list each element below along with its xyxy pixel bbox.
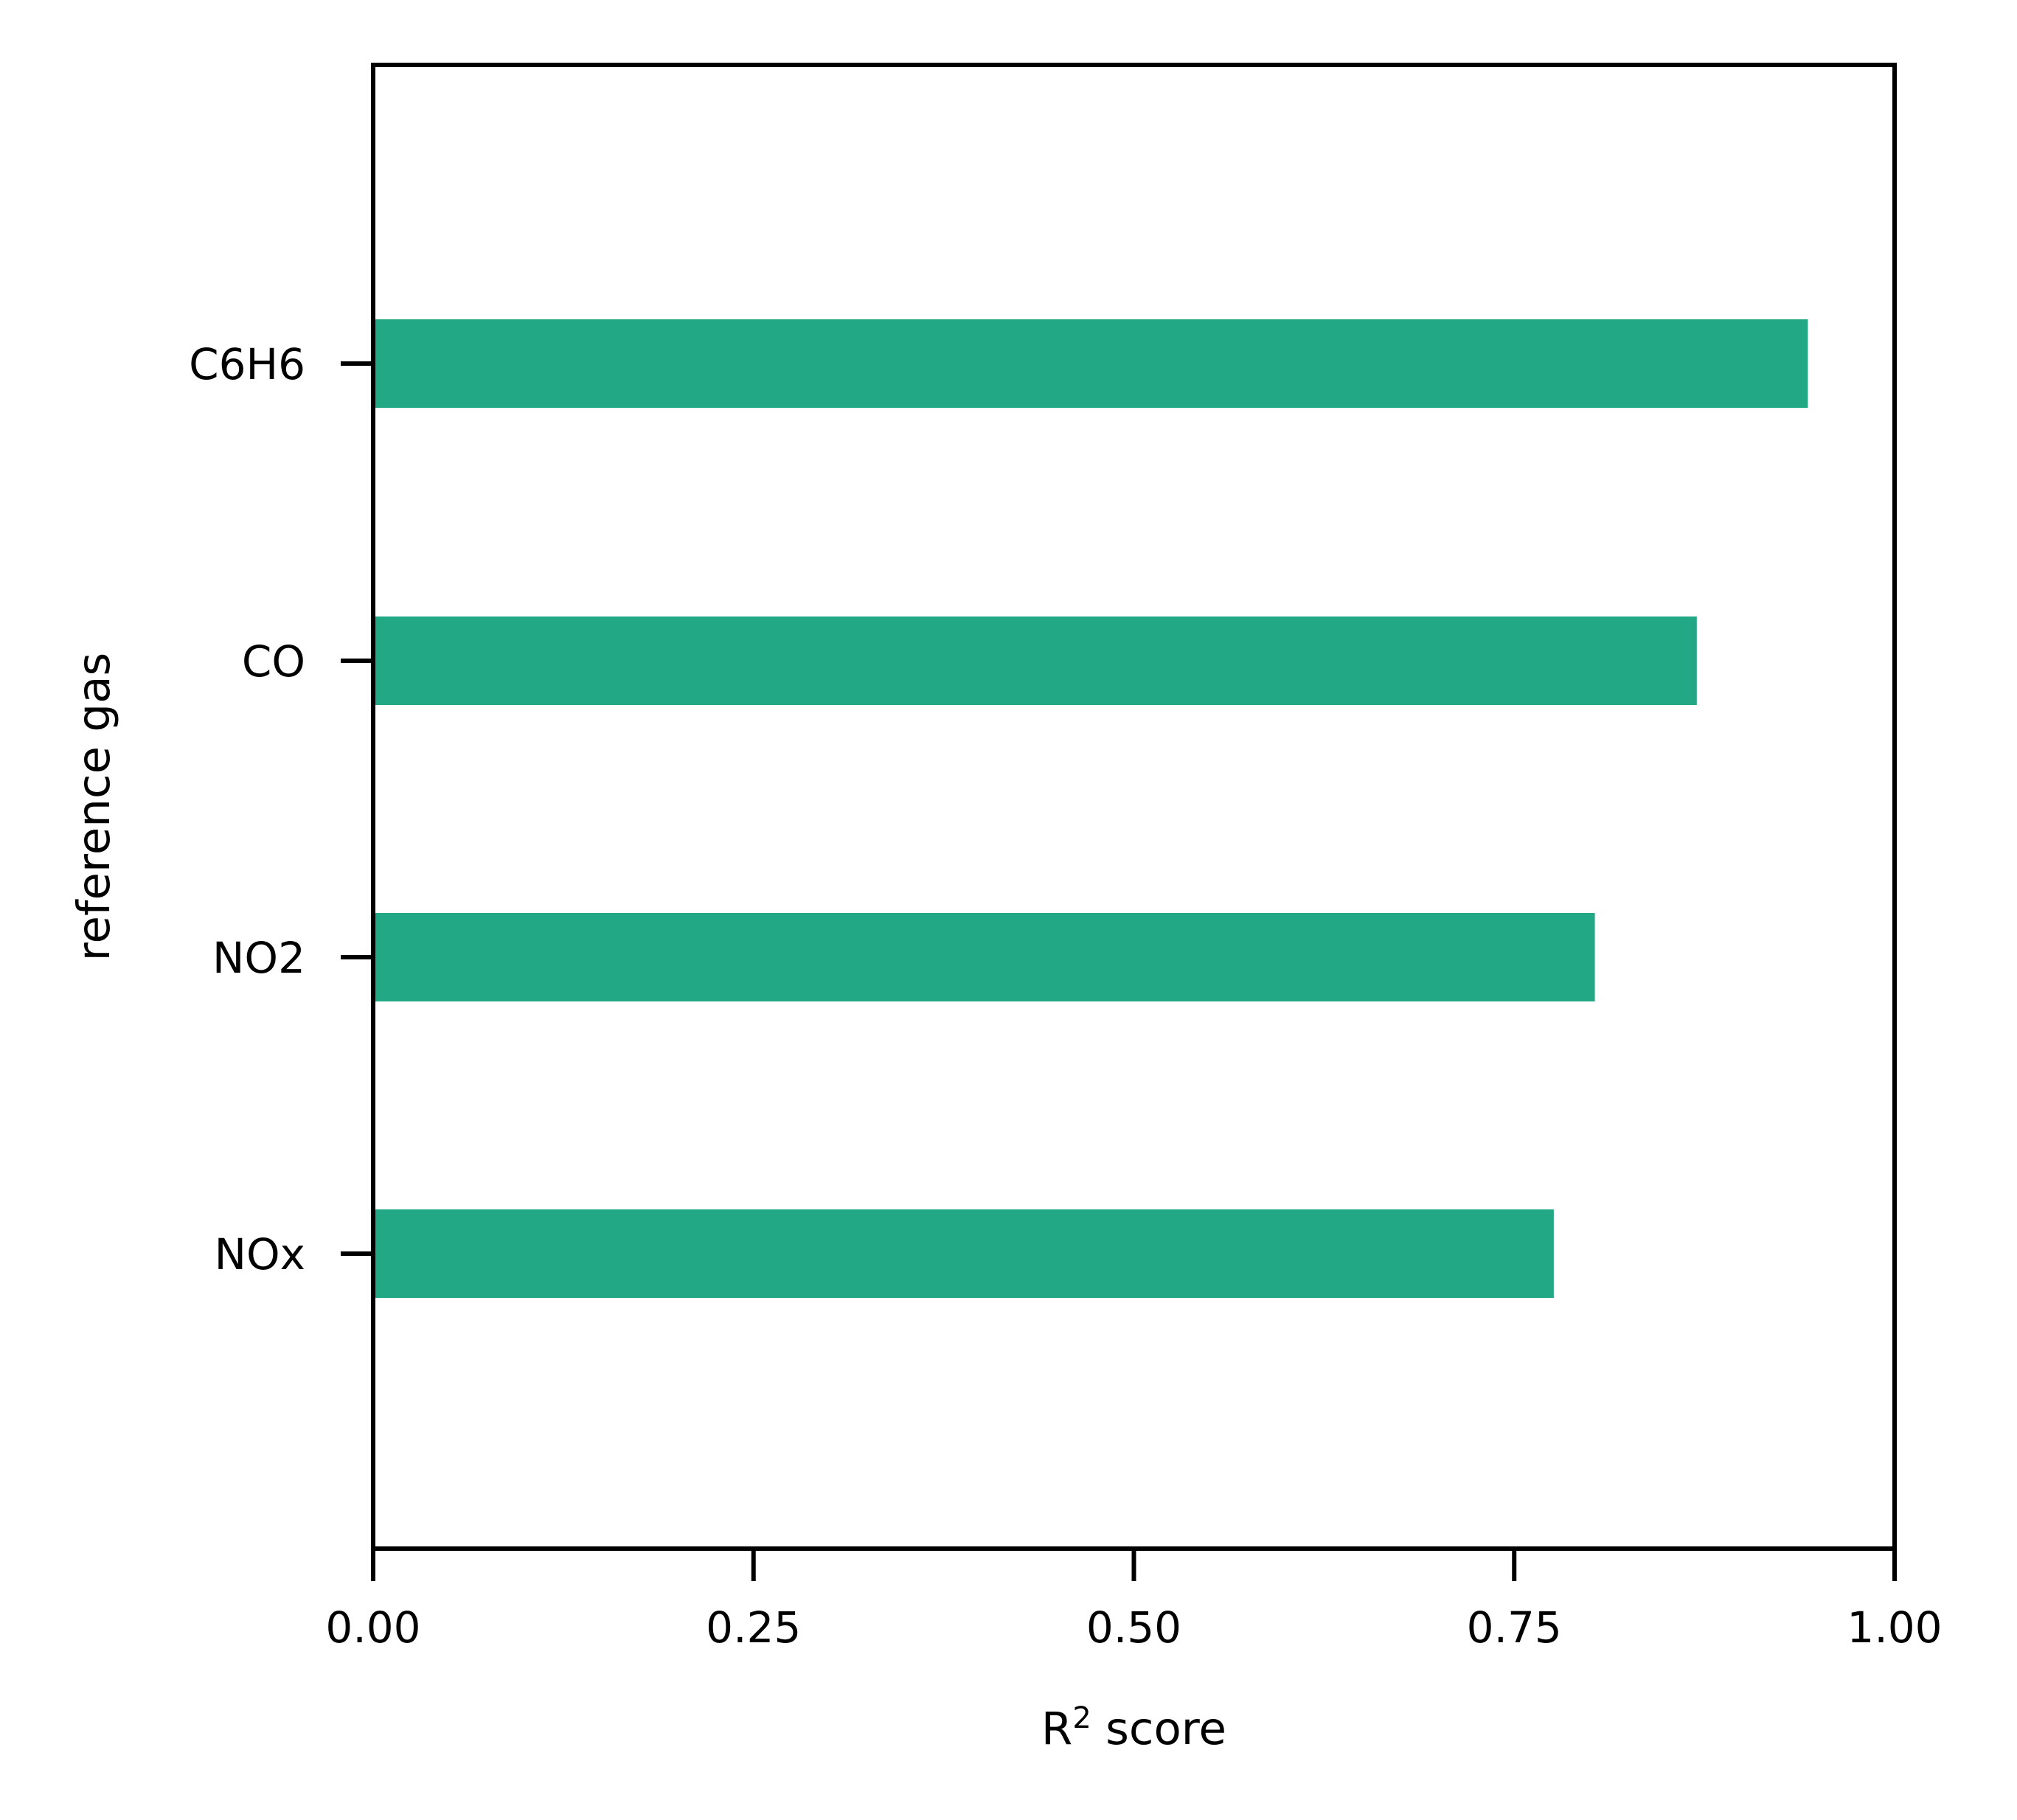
bars-layer — [373, 319, 1808, 1298]
y-tick-label-co: CO — [242, 636, 305, 687]
x-tick-label: 1.00 — [1847, 1602, 1942, 1653]
x-tick-label: 0.50 — [1086, 1602, 1181, 1653]
x-axis-label-superscript: 2 — [1072, 1701, 1091, 1735]
bar-c6h6 — [373, 319, 1808, 408]
x-axis-label-suffix: score — [1091, 1703, 1226, 1755]
bar-nox — [373, 1209, 1554, 1298]
y-tick-label-no2: NO2 — [212, 933, 305, 983]
x-tick-label: 0.00 — [325, 1602, 420, 1653]
x-axis-label-base: R — [1041, 1703, 1072, 1755]
plot-frame — [371, 63, 1897, 1551]
bar-co — [373, 616, 1697, 705]
y-tick-label-c6h6: C6H6 — [189, 339, 305, 389]
bar-no2 — [373, 913, 1595, 1001]
y-tick-label-nox: NOx — [215, 1229, 305, 1279]
x-axis-label: R2 score — [1041, 1701, 1226, 1755]
x-axis-ticks: 0.00 0.25 0.50 0.75 1.00 — [325, 1549, 1943, 1653]
y-axis-ticks: C6H6 CO NO2 NOx — [189, 339, 373, 1279]
x-tick-label: 0.25 — [706, 1602, 801, 1653]
y-axis-label: reference gas — [68, 653, 120, 962]
x-tick-label: 0.75 — [1467, 1602, 1562, 1653]
